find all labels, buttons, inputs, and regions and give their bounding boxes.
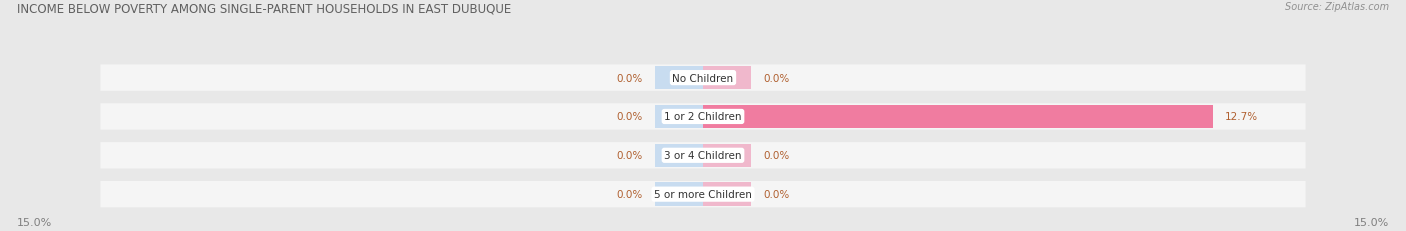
Text: 0.0%: 0.0% [763, 73, 790, 83]
Text: INCOME BELOW POVERTY AMONG SINGLE-PARENT HOUSEHOLDS IN EAST DUBUQUE: INCOME BELOW POVERTY AMONG SINGLE-PARENT… [17, 2, 512, 15]
FancyBboxPatch shape [100, 104, 1306, 130]
Bar [703, 183, 751, 206]
Bar [655, 105, 703, 129]
Text: 0.0%: 0.0% [616, 112, 643, 122]
Bar [655, 183, 703, 206]
Text: 0.0%: 0.0% [763, 189, 790, 199]
Text: 12.7%: 12.7% [1225, 112, 1258, 122]
Text: 0.0%: 0.0% [616, 73, 643, 83]
Text: 3 or 4 Children: 3 or 4 Children [664, 151, 742, 161]
FancyBboxPatch shape [100, 65, 1306, 91]
Bar [703, 105, 1213, 129]
FancyBboxPatch shape [100, 143, 1306, 169]
Bar [655, 144, 703, 167]
Text: 15.0%: 15.0% [1354, 217, 1389, 227]
Text: 15.0%: 15.0% [17, 217, 52, 227]
Text: 1 or 2 Children: 1 or 2 Children [664, 112, 742, 122]
Text: Source: ZipAtlas.com: Source: ZipAtlas.com [1285, 2, 1389, 12]
Bar [655, 67, 703, 90]
Bar [703, 67, 751, 90]
Text: 0.0%: 0.0% [616, 189, 643, 199]
Text: 0.0%: 0.0% [616, 151, 643, 161]
Text: 5 or more Children: 5 or more Children [654, 189, 752, 199]
Bar [703, 144, 751, 167]
Text: No Children: No Children [672, 73, 734, 83]
Text: 0.0%: 0.0% [763, 151, 790, 161]
FancyBboxPatch shape [100, 181, 1306, 207]
